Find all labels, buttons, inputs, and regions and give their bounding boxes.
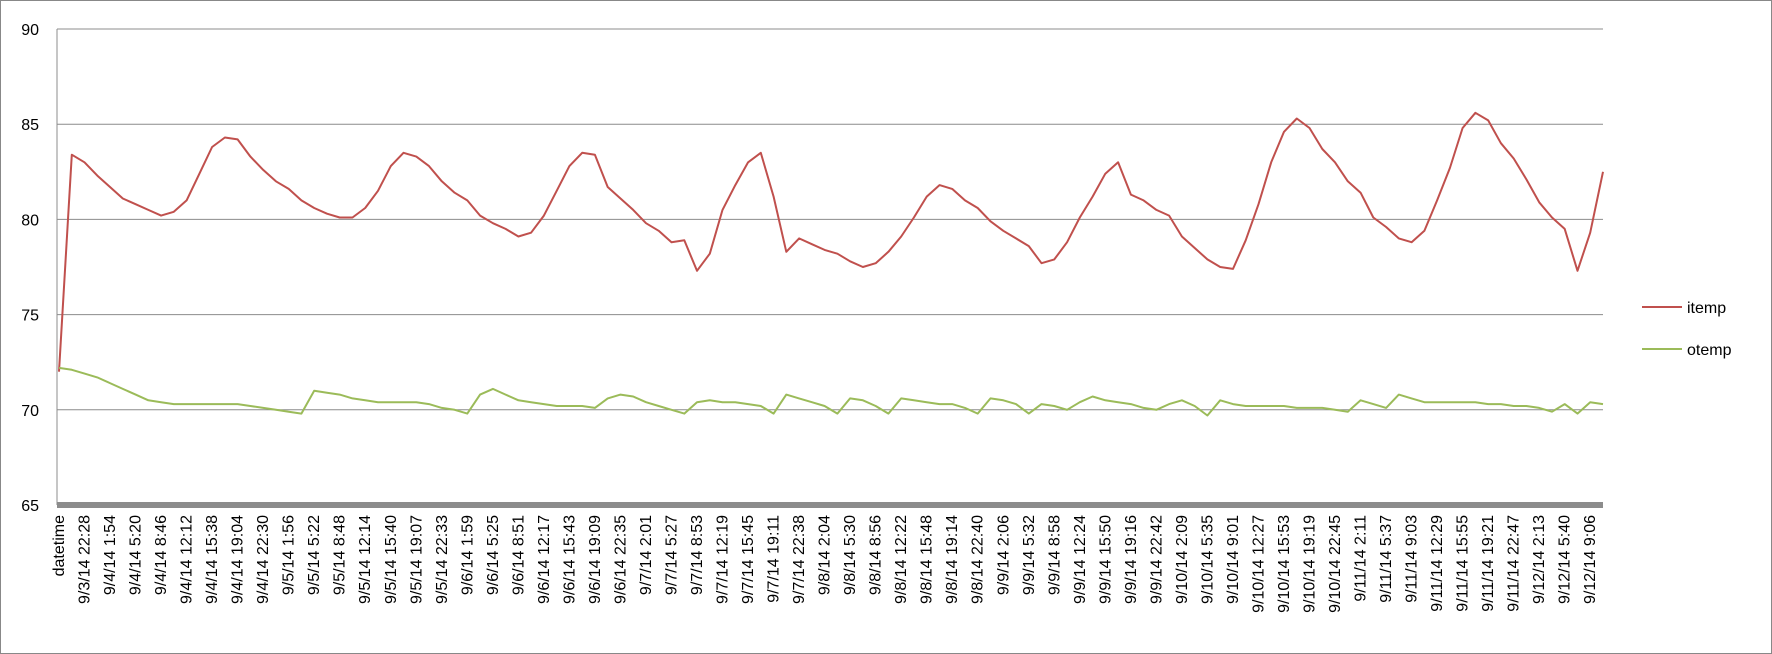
series-line — [58, 111, 1604, 372]
x-tick-label: 9/6/14 1:59 — [459, 515, 476, 595]
x-tick-label: 9/4/14 15:38 — [204, 515, 221, 604]
x-tick-label: 9/9/14 12:24 — [1072, 515, 1089, 604]
y-tick-label: 65 — [21, 498, 39, 515]
x-tick-label: 9/10/14 5:35 — [1199, 515, 1216, 604]
x-tick-label: 9/8/14 8:56 — [868, 515, 885, 595]
x-tick-label: 9/6/14 22:35 — [612, 515, 629, 604]
x-tick-label: 9/11/14 2:11 — [1353, 515, 1370, 602]
x-tick-label: 9/11/14 15:55 — [1455, 515, 1472, 612]
x-tick-label: 9/8/14 22:40 — [970, 515, 987, 604]
x-tick-label: 9/10/14 15:53 — [1276, 515, 1293, 613]
x-tick-label: 9/5/14 19:07 — [408, 515, 425, 604]
x-tick-label: 9/9/14 19:16 — [1123, 515, 1140, 604]
x-tick-label: 9/9/14 22:42 — [1148, 515, 1165, 604]
x-tick-label: 9/11/14 9:03 — [1404, 515, 1421, 603]
x-tick-label: 9/6/14 5:25 — [485, 515, 502, 595]
x-tick-label: 9/4/14 12:12 — [179, 515, 196, 604]
y-tick-label: 70 — [21, 403, 39, 420]
x-tick-label: 9/4/14 22:30 — [255, 515, 272, 604]
y-tick-label: 80 — [21, 212, 39, 229]
x-tick-label: 9/5/14 5:22 — [306, 515, 323, 595]
x-tick-label: datetime — [51, 515, 68, 576]
x-tick-label: 9/11/14 12:29 — [1429, 515, 1446, 612]
x-tick-label: 9/5/14 8:48 — [332, 515, 349, 595]
y-tick-label: 85 — [21, 117, 39, 134]
x-tick-label: 9/11/14 19:21 — [1480, 515, 1497, 612]
x-tick-label: 9/9/14 8:58 — [1046, 515, 1063, 595]
x-tick-label: 9/8/14 15:48 — [919, 515, 936, 604]
x-tick-label: 9/4/14 5:20 — [128, 515, 145, 595]
x-tick-label: 9/9/14 2:06 — [995, 515, 1012, 595]
x-tick-label: 9/4/14 1:54 — [102, 515, 119, 595]
x-tick-label: 9/4/14 8:46 — [153, 515, 170, 595]
x-tick-label: 9/8/14 2:04 — [817, 515, 834, 595]
x-tick-label: 9/7/14 2:01 — [638, 515, 655, 595]
x-tick-label: 9/5/14 12:14 — [357, 515, 374, 604]
x-tick-label: 9/8/14 19:14 — [944, 515, 961, 604]
x-tick-label: 9/10/14 2:09 — [1174, 515, 1191, 604]
x-tick-label: 9/6/14 12:17 — [536, 515, 553, 604]
x-tick-label: 9/5/14 22:33 — [434, 515, 451, 604]
legend-label: otemp — [1687, 342, 1732, 359]
x-tick-label: 9/6/14 15:43 — [561, 515, 578, 604]
x-tick-label: 9/6/14 8:51 — [510, 515, 527, 595]
x-tick-label: 9/8/14 5:30 — [842, 515, 859, 595]
x-tick-label: 9/10/14 22:45 — [1327, 515, 1344, 613]
x-tick-label: 9/12/14 9:06 — [1582, 515, 1599, 604]
x-tick-label: 9/7/14 22:38 — [791, 515, 808, 604]
x-tick-label: 9/5/14 1:56 — [281, 515, 298, 595]
legend-label: itemp — [1687, 300, 1726, 317]
x-tick-label: 9/7/14 15:45 — [740, 515, 757, 604]
x-tick-label: 9/10/14 9:01 — [1225, 515, 1242, 604]
y-tick-label: 75 — [21, 308, 39, 325]
x-axis — [57, 502, 1603, 508]
x-tick-label: 9/11/14 5:37 — [1378, 515, 1395, 603]
x-tick-label: 9/3/14 22:28 — [77, 515, 94, 604]
x-tick-label: 9/9/14 5:32 — [1021, 515, 1038, 595]
series-line — [58, 366, 1604, 417]
x-tick-label: 9/9/14 15:50 — [1097, 515, 1114, 604]
x-tick-label: 9/7/14 12:19 — [715, 515, 732, 604]
x-tick-label: 9/7/14 19:11 — [766, 515, 783, 603]
x-tick-label: 9/12/14 5:40 — [1557, 515, 1574, 604]
x-tick-label: 9/5/14 15:40 — [383, 515, 400, 604]
x-tick-label: 9/8/14 12:22 — [893, 515, 910, 604]
y-tick-label: 90 — [21, 22, 39, 39]
x-tick-label: 9/12/14 2:13 — [1531, 515, 1548, 604]
x-tick-label: 9/4/14 19:04 — [230, 515, 247, 604]
x-tick-label: 9/10/14 12:27 — [1250, 515, 1267, 613]
x-tick-label: 9/10/14 19:19 — [1302, 515, 1319, 613]
x-tick-label: 9/7/14 5:27 — [663, 515, 680, 595]
x-tick-label: 9/11/14 22:47 — [1506, 515, 1523, 612]
x-tick-label: 9/7/14 8:53 — [689, 515, 706, 595]
x-tick-label: 9/6/14 19:09 — [587, 515, 604, 604]
